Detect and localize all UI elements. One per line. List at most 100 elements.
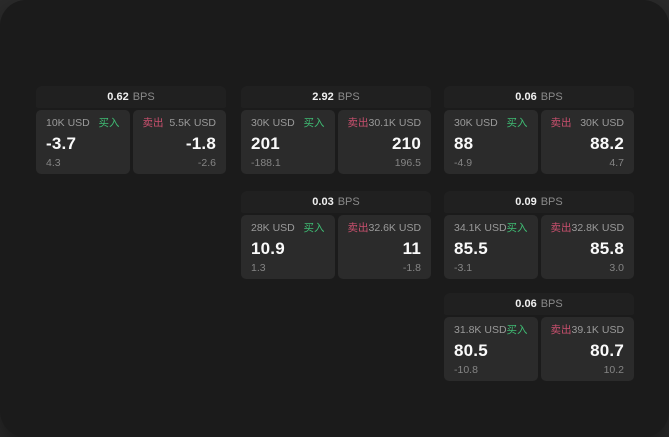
sell-panel-top: 卖出 5.5K USD [143, 118, 217, 129]
quote-card: 0.09 BPS 34.1K USD 买入 85.5 -3.1 卖出 32.8K… [444, 191, 634, 279]
sell-panel-top: 卖出 32.8K USD [551, 223, 625, 234]
buy-panel-top: 10K USD 买入 [46, 118, 120, 129]
buy-amount: 31.8K USD [454, 324, 507, 336]
sell-sub-value: 10.2 [603, 363, 624, 376]
sell-price: 80.7 [590, 340, 624, 360]
bps-value: 0.06 [515, 90, 537, 103]
bps-unit-label: BPS [540, 297, 563, 310]
buy-panel-top: 30K USD 买入 [454, 118, 528, 129]
buy-panel-top: 31.8K USD 买入 [454, 325, 528, 336]
sell-panel[interactable]: 卖出 32.6K USD 11 -1.8 [337, 215, 431, 279]
card-header: 0.09 BPS [444, 191, 634, 213]
buy-panel-top: 30K USD 买入 [251, 118, 325, 129]
sell-amount: 30.1K USD [368, 117, 422, 129]
sell-panel[interactable]: 卖出 39.1K USD 80.7 10.2 [540, 317, 634, 381]
sell-price: -1.8 [185, 133, 216, 153]
buy-price: 80.5 [454, 340, 488, 360]
sell-panel-top: 卖出 30K USD [551, 118, 625, 129]
sell-panel[interactable]: 卖出 30K USD 88.2 4.7 [540, 110, 634, 174]
sell-panel-top: 卖出 30.1K USD [348, 118, 422, 129]
buy-panel[interactable]: 34.1K USD 买入 85.5 -3.1 [444, 215, 538, 279]
bps-unit-label: BPS [540, 90, 563, 103]
buy-amount: 30K USD [454, 117, 498, 129]
quote-card: 2.92 BPS 30K USD 买入 201 -188.1 卖出 30.1K … [241, 86, 431, 174]
buy-panel-top: 34.1K USD 买入 [454, 223, 528, 234]
sell-sub-value: -2.6 [197, 156, 216, 169]
bps-unit-label: BPS [132, 90, 155, 103]
buy-sub-value: 1.3 [251, 261, 266, 274]
buy-amount: 34.1K USD [454, 222, 507, 234]
sell-side-label: 卖出 [347, 117, 369, 129]
quote-card: 0.03 BPS 28K USD 买入 10.9 1.3 卖出 32.6K US… [241, 191, 431, 279]
buy-price: 88 [454, 133, 474, 153]
buy-panel[interactable]: 28K USD 买入 10.9 1.3 [241, 215, 335, 279]
buy-sub-value: -4.9 [454, 156, 473, 169]
sell-side-label: 卖出 [550, 117, 572, 129]
card-body: 30K USD 买入 201 -188.1 卖出 30.1K USD 210 1… [241, 110, 431, 174]
card-header: 0.06 BPS [444, 293, 634, 315]
card-header: 0.62 BPS [36, 86, 226, 108]
sell-amount: 39.1K USD [571, 324, 625, 336]
buy-amount: 10K USD [46, 117, 90, 129]
bps-unit-label: BPS [337, 90, 360, 103]
buy-sub-value: -3.1 [454, 261, 473, 274]
buy-price: -3.7 [46, 133, 77, 153]
buy-side-label: 买入 [506, 117, 528, 129]
buy-sub-value: -188.1 [251, 156, 281, 169]
buy-amount: 30K USD [251, 117, 295, 129]
sell-sub-value: 3.0 [609, 261, 624, 274]
buy-panel[interactable]: 10K USD 买入 -3.7 4.3 [36, 110, 130, 174]
card-body: 28K USD 买入 10.9 1.3 卖出 32.6K USD 11 -1.8 [241, 215, 431, 279]
sell-panel-top: 卖出 32.6K USD [348, 223, 422, 234]
buy-side-label: 买入 [98, 117, 120, 129]
buy-price: 201 [251, 133, 280, 153]
buy-sub-value: 4.3 [46, 156, 61, 169]
buy-side-label: 买入 [506, 222, 528, 234]
bps-value: 0.06 [515, 297, 537, 310]
sell-panel[interactable]: 卖出 30.1K USD 210 196.5 [337, 110, 431, 174]
card-body: 34.1K USD 买入 85.5 -3.1 卖出 32.8K USD 85.8… [444, 215, 634, 279]
sell-amount: 5.5K USD [169, 117, 216, 129]
buy-panel[interactable]: 30K USD 买入 88 -4.9 [444, 110, 538, 174]
card-body: 31.8K USD 买入 80.5 -10.8 卖出 39.1K USD 80.… [444, 317, 634, 381]
buy-side-label: 买入 [303, 222, 325, 234]
quote-card: 0.06 BPS 31.8K USD 买入 80.5 -10.8 卖出 39.1… [444, 293, 634, 381]
sell-sub-value: -1.8 [402, 261, 421, 274]
sell-amount: 32.8K USD [571, 222, 625, 234]
sell-amount: 30K USD [580, 117, 624, 129]
buy-panel[interactable]: 31.8K USD 买入 80.5 -10.8 [444, 317, 538, 381]
sell-side-label: 卖出 [550, 222, 572, 234]
bps-unit-label: BPS [337, 195, 360, 208]
sell-sub-value: 4.7 [609, 156, 624, 169]
buy-price: 85.5 [454, 238, 488, 258]
quote-card: 0.06 BPS 30K USD 买入 88 -4.9 卖出 30K USD 8… [444, 86, 634, 174]
bps-value: 0.03 [312, 195, 334, 208]
card-body: 10K USD 买入 -3.7 4.3 卖出 5.5K USD -1.8 -2.… [36, 110, 226, 174]
sell-side-label: 卖出 [142, 117, 164, 129]
sell-price: 85.8 [590, 238, 624, 258]
sell-panel[interactable]: 卖出 32.8K USD 85.8 3.0 [540, 215, 634, 279]
sell-panel[interactable]: 卖出 5.5K USD -1.8 -2.6 [132, 110, 226, 174]
buy-panel[interactable]: 30K USD 买入 201 -188.1 [241, 110, 335, 174]
bps-value: 0.62 [107, 90, 129, 103]
buy-panel-top: 28K USD 买入 [251, 223, 325, 234]
bps-unit-label: BPS [540, 195, 563, 208]
card-header: 0.06 BPS [444, 86, 634, 108]
bps-value: 2.92 [312, 90, 334, 103]
sell-panel-top: 卖出 39.1K USD [551, 325, 625, 336]
sell-side-label: 卖出 [550, 324, 572, 336]
sell-side-label: 卖出 [347, 222, 369, 234]
buy-side-label: 买入 [303, 117, 325, 129]
card-body: 30K USD 买入 88 -4.9 卖出 30K USD 88.2 4.7 [444, 110, 634, 174]
sell-price: 210 [392, 133, 421, 153]
sell-amount: 32.6K USD [368, 222, 422, 234]
card-header: 2.92 BPS [241, 86, 431, 108]
sell-price: 88.2 [590, 133, 624, 153]
sell-price: 11 [402, 238, 421, 258]
quote-card: 0.62 BPS 10K USD 买入 -3.7 4.3 卖出 5.5K USD… [36, 86, 226, 174]
buy-price: 10.9 [251, 238, 285, 258]
sell-sub-value: 196.5 [394, 156, 421, 169]
buy-side-label: 买入 [506, 324, 528, 336]
